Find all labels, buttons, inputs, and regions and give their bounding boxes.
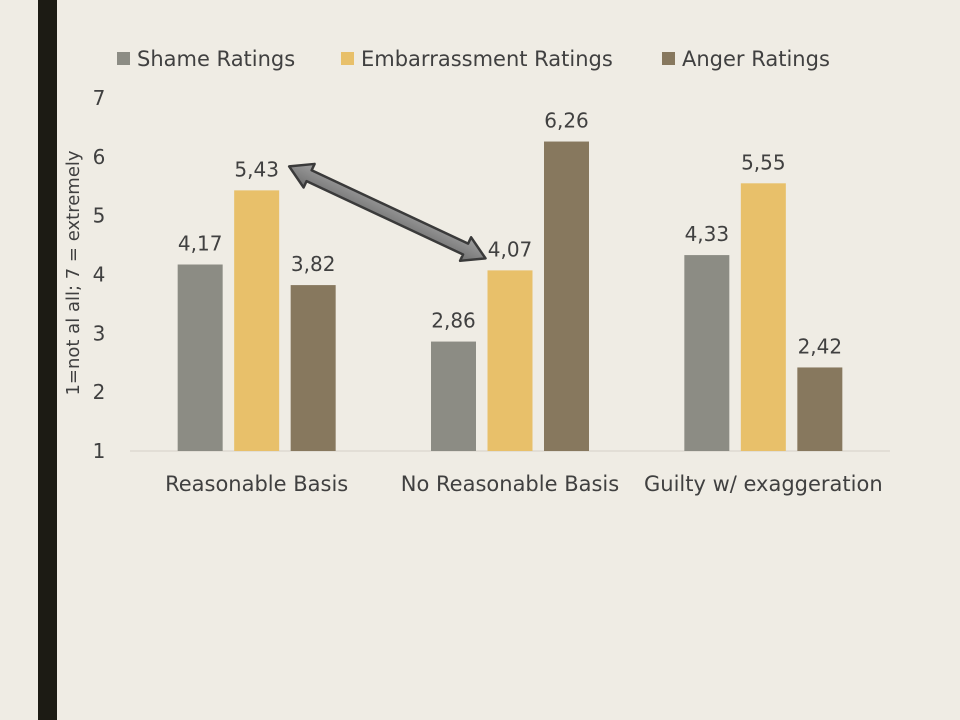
y-tick-label: 3 (93, 321, 106, 345)
data-label: 5,43 (234, 157, 279, 181)
y-axis: 1 2 3 4 5 6 7 1=not al all; 7 = extremely (63, 86, 890, 463)
data-label: 4,07 (488, 237, 533, 261)
x-tick-label: Reasonable Basis (165, 472, 348, 496)
bar (544, 141, 589, 451)
legend-label: Anger Ratings (682, 47, 830, 71)
y-tick-label: 6 (93, 145, 106, 169)
x-tick-label: No Reasonable Basis (401, 472, 619, 496)
y-tick-label: 2 (93, 380, 106, 404)
bar (797, 367, 843, 451)
data-label: 2,86 (431, 309, 476, 333)
y-tick-label: 4 (93, 263, 106, 287)
bar (487, 270, 533, 451)
legend-label: Shame Ratings (137, 47, 295, 71)
bars: 4,17 5,43 3,82 2,86 4,07 6,26 4,33 5,55 2,42 (177, 109, 843, 451)
data-label: 2,42 (798, 334, 843, 358)
y-tick-label: 1 (93, 439, 106, 463)
chart-legend: Shame Ratings Embarrassment Ratings Anger … (117, 47, 830, 71)
y-tick-label: 7 (93, 86, 106, 110)
bar (290, 285, 336, 451)
legend-swatch (117, 52, 130, 65)
bar (431, 341, 476, 451)
y-tick-label: 5 (93, 204, 106, 228)
x-tick-label: Guilty w/ exaggeration (644, 472, 883, 496)
bar (234, 190, 280, 451)
data-label: 4,17 (178, 231, 223, 255)
data-label: 6,26 (544, 109, 589, 133)
data-label: 4,33 (685, 222, 730, 246)
legend-label: Embarrassment Ratings (361, 47, 613, 71)
slide-accent-bar (38, 0, 57, 720)
bar (684, 255, 730, 451)
data-label: 3,82 (291, 252, 336, 276)
x-axis: Reasonable Basis No Reasonable Basis Guilt… (165, 472, 883, 496)
bar (740, 183, 786, 451)
annotation (287, 162, 487, 263)
legend-swatch (341, 52, 354, 65)
legend-swatch (662, 52, 675, 65)
data-label: 5,55 (741, 150, 786, 174)
double-arrow (287, 162, 487, 263)
y-axis-label: 1=not al all; 7 = extremely (63, 150, 84, 395)
bar (177, 264, 223, 451)
